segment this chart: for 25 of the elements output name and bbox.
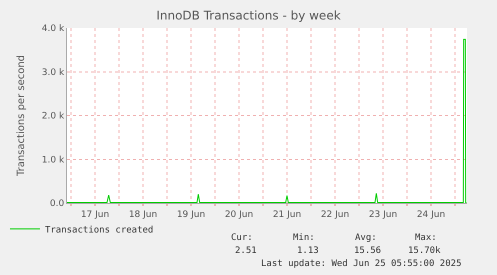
x-tick-label: 20 Jun [224, 210, 254, 220]
x-tick-label: 17 Jun [80, 210, 110, 220]
x-tick-label: 18 Jun [128, 210, 158, 220]
y-tick-label: 0.0 [50, 199, 64, 210]
y-tick-label: 4.0 k [42, 24, 65, 34]
y-tick-label: 3.0 k [42, 68, 65, 78]
text: Cur: [231, 233, 253, 243]
x-tick-label: 21 Jun [272, 210, 302, 220]
text: Max: [415, 233, 437, 243]
y-tick-label: 1.0 k [42, 155, 65, 166]
x-tick-label: 22 Jun [320, 210, 350, 220]
x-tick-label: 19 Jun [176, 210, 206, 220]
text: 15.70k [408, 246, 442, 256]
text: 1.13 [297, 246, 319, 256]
text: Min: [293, 233, 315, 243]
text: 15.56 [354, 246, 382, 256]
y-tick-label: 2.0 k [42, 112, 65, 122]
text: 2.51 [235, 246, 257, 256]
legend-label: Transactions created [44, 225, 154, 236]
x-tick-label: 24 Jun [416, 210, 446, 220]
x-tick-label: 23 Jun [368, 210, 398, 220]
chart-title: InnoDB Transactions - by week [156, 8, 341, 22]
text: Avg: [355, 233, 377, 243]
y-axis-title: Transactions per second [16, 54, 27, 178]
text: Last update: Wed Jun 25 05:55:00 2025 [261, 259, 462, 269]
